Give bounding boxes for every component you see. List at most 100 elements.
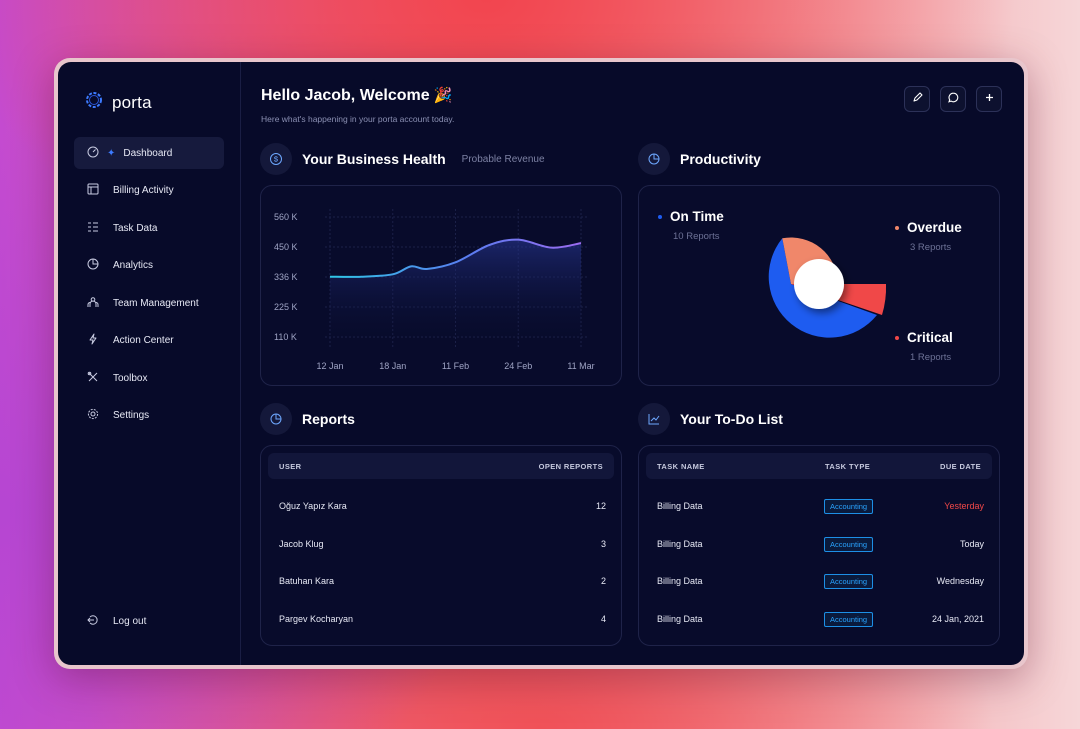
table-row[interactable]: Billing Data Accounting Today	[657, 536, 984, 552]
overdue-label: Overdue	[907, 220, 962, 235]
column-header-task-name[interactable]: TASK NAME	[657, 461, 705, 471]
critical-sub: 1 Reports	[910, 352, 952, 363]
task-name: Billing Data	[657, 539, 703, 549]
critical-dot	[895, 335, 899, 340]
task-name: Billing Data	[657, 501, 703, 511]
porta-logo-icon	[84, 90, 104, 115]
due-date: Yesterday	[944, 501, 984, 511]
y-tick-label: 225 K	[274, 302, 298, 312]
chat-icon	[947, 90, 959, 108]
dashboard-icon	[87, 146, 99, 161]
user-name: Pargev Kocharyan	[279, 614, 354, 624]
table-row[interactable]: Billing Data Accounting Yesterday	[657, 498, 984, 514]
task-data-icon	[87, 221, 99, 236]
tools-icon	[87, 371, 99, 386]
task-type-badge: Accounting	[824, 574, 874, 589]
column-header-task-type[interactable]: TASK TYPE	[825, 461, 871, 471]
productivity-header: Productivity	[638, 143, 761, 175]
due-date: 24 Jan, 2021	[931, 614, 984, 624]
sidebar-item-label: Dashboard	[123, 147, 173, 159]
sparkle-icon: ✦	[107, 147, 116, 159]
dollar-icon: $	[260, 143, 292, 175]
on-time-dot	[658, 214, 662, 219]
table-row[interactable]: Oğuz Yapız Kara 12	[279, 498, 606, 514]
column-header-due-date[interactable]: DUE DATE	[940, 461, 981, 471]
overdue-dot	[895, 225, 899, 230]
due-date: Wednesday	[936, 576, 984, 586]
due-date: Today	[959, 539, 984, 549]
sidebar-item-label: Billing Activity	[113, 185, 174, 196]
sidebar-item-label: Action Center	[113, 335, 174, 346]
business-health-card: 560 K 450 K 336 K 225 K 110 K 12 Jan 18 Jan 11 …	[260, 185, 622, 386]
donut-hole	[794, 259, 844, 309]
legend-overdue: Overdue 3 Reports	[895, 220, 962, 253]
user-name: Batuhan Kara	[279, 576, 335, 586]
y-tick-label: 560 K	[274, 212, 298, 222]
task-type-badge: Accounting	[824, 537, 874, 552]
table-row[interactable]: Pargev Kocharyan 4	[279, 611, 606, 627]
brand[interactable]: porta	[84, 90, 152, 115]
column-header-user[interactable]: USER	[279, 461, 302, 471]
y-tick-label: 110 K	[274, 332, 297, 342]
business-health-title: Your Business Health	[302, 151, 446, 167]
open-reports-count: 12	[595, 501, 606, 511]
reports-title: Reports	[302, 411, 355, 427]
app-window: porta ✦ Dashboard Billing Activity	[58, 62, 1024, 665]
app-frame: porta ✦ Dashboard Billing Activity	[54, 58, 1028, 669]
sidebar-item-dashboard[interactable]: ✦ Dashboard	[74, 137, 224, 169]
open-reports-count: 4	[600, 614, 606, 624]
column-header-open-reports[interactable]: OPEN REPORTS	[538, 461, 603, 471]
logout-button[interactable]: Log out	[87, 614, 146, 629]
legend-on-time: On Time 10 Reports	[658, 209, 724, 242]
chat-button[interactable]	[940, 86, 966, 112]
table-row[interactable]: Billing Data Accounting Wednesday	[657, 573, 984, 589]
business-health-header: $ Your Business Health Probable Revenue	[260, 143, 545, 175]
svg-text:$: $	[274, 155, 279, 164]
pencil-icon	[912, 90, 923, 108]
page-subtitle: Here what's happening in your porta acco…	[261, 114, 455, 124]
sidebar-item-analytics[interactable]: Analytics	[74, 250, 224, 282]
x-tick-label: 12 Jan	[316, 361, 343, 371]
y-tick-label: 450 K	[274, 242, 298, 252]
gear-icon	[87, 408, 99, 423]
y-tick-label: 336 K	[274, 272, 298, 282]
reports-table-header: USER OPEN REPORTS	[268, 453, 614, 479]
reports-header: Reports	[260, 403, 355, 435]
greeting-text: Hello Jacob, Welcome	[261, 87, 430, 104]
party-emoji: 🎉	[433, 87, 453, 104]
overdue-sub: 3 Reports	[910, 242, 952, 253]
add-button[interactable]	[976, 86, 1002, 112]
task-name: Billing Data	[657, 614, 703, 624]
pie-chart-icon	[638, 143, 670, 175]
x-tick-label: 18 Jan	[379, 361, 406, 371]
sidebar-item-label: Analytics	[113, 260, 154, 271]
sidebar-item-settings[interactable]: Settings	[74, 400, 224, 432]
revenue-line[interactable]	[329, 238, 582, 278]
reports-card: USER OPEN REPORTS Oğuz Yapız Kara 12 Jac…	[260, 445, 622, 646]
revenue-area	[330, 239, 581, 337]
table-row[interactable]: Jacob Klug 3	[279, 536, 606, 552]
task-type-badge: Accounting	[824, 612, 874, 627]
user-name: Oğuz Yapız Kara	[279, 501, 347, 511]
table-row[interactable]: Batuhan Kara 2	[279, 573, 606, 589]
critical-label: Critical	[907, 330, 953, 345]
brand-name: porta	[112, 92, 152, 112]
on-time-sub: 10 Reports	[673, 231, 720, 242]
edit-button[interactable]	[904, 86, 930, 112]
logout-icon	[87, 614, 99, 629]
sidebar-item-toolbox[interactable]: Toolbox	[74, 362, 224, 394]
sidebar-item-billing-activity[interactable]: Billing Activity	[74, 175, 224, 207]
x-tick-label: 11 Mar	[567, 361, 594, 371]
user-name: Jacob Klug	[279, 539, 324, 549]
plus-icon	[984, 90, 995, 108]
sidebar-item-action-center[interactable]: Action Center	[74, 325, 224, 357]
page-title: Hello Jacob, Welcome 🎉	[261, 86, 452, 105]
productivity-donut	[768, 237, 887, 338]
table-row[interactable]: Billing Data Accounting 24 Jan, 2021	[657, 611, 984, 627]
sidebar: porta ✦ Dashboard Billing Activity	[58, 62, 241, 665]
billing-icon	[87, 183, 99, 198]
sidebar-nav: ✦ Dashboard Billing Activity Task Data	[74, 137, 224, 437]
sidebar-item-team-management[interactable]: Team Management	[74, 287, 224, 319]
sidebar-item-task-data[interactable]: Task Data	[74, 212, 224, 244]
donut-slice-on-time[interactable]	[768, 238, 877, 338]
